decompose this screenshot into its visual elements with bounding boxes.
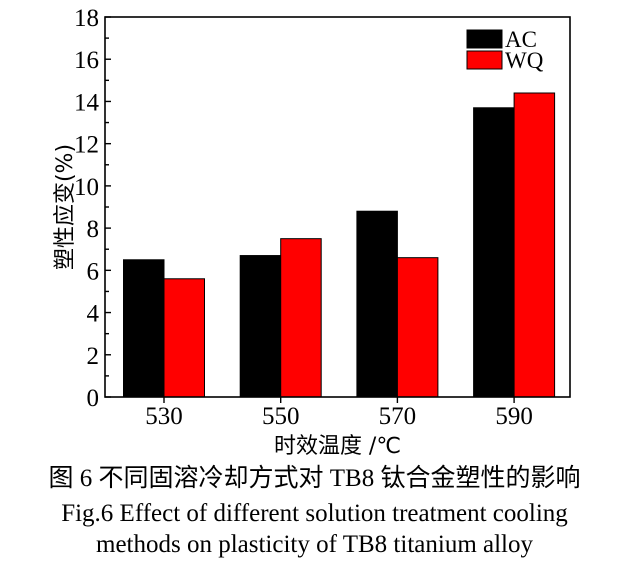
x-tick-label: 570 — [379, 403, 417, 430]
y-tick-label: 4 — [87, 301, 100, 328]
y-tick-label: 16 — [74, 47, 99, 74]
bar-wq-550 — [280, 238, 322, 398]
y-tick-label: 6 — [87, 258, 100, 285]
y-tick-label: 14 — [74, 89, 100, 116]
caption-english-line1: Fig.6 Effect of different solution treat… — [61, 500, 568, 527]
bar-wq-570 — [396, 257, 439, 398]
x-tick-label: 550 — [262, 403, 300, 430]
y-tick-label: 2 — [87, 343, 100, 370]
y-tick-label: 10 — [74, 174, 99, 201]
legend-label-ac: AC — [505, 27, 537, 52]
bar-wq-590 — [513, 92, 556, 398]
y-tick-label: 18 — [74, 5, 99, 32]
bar-ac-590 — [473, 107, 515, 398]
bar-wq-530 — [163, 278, 205, 398]
y-tick-label: 8 — [87, 216, 100, 243]
legend-swatch-wq — [466, 50, 503, 70]
legend-label-wq: WQ — [505, 48, 544, 73]
bar-ac-570 — [356, 210, 398, 398]
y-tick-label: 0 — [87, 385, 100, 412]
caption-english-line2: methods on plasticity of TB8 titanium al… — [96, 531, 533, 558]
x-axis-label: 时效温度 /℃ — [274, 434, 401, 459]
x-tick-label: 590 — [495, 403, 533, 430]
bar-ac-550 — [239, 255, 282, 398]
caption-chinese: 图 6 不同固溶冷却方式对 TB8 钛合金塑性的影响 — [48, 465, 581, 492]
bar-chart: 0 2 4 6 8 10 12 14 16 18 530 550 570 590 时效温度 /℃ 塑性应变(%… — [53, 5, 571, 459]
y-axis-label: 塑性应变(%) — [53, 144, 78, 270]
legend-swatch-ac — [466, 29, 503, 49]
y-tick-label: 12 — [74, 132, 99, 159]
bar-ac-530 — [123, 259, 165, 398]
x-tick-label: 530 — [145, 403, 183, 430]
